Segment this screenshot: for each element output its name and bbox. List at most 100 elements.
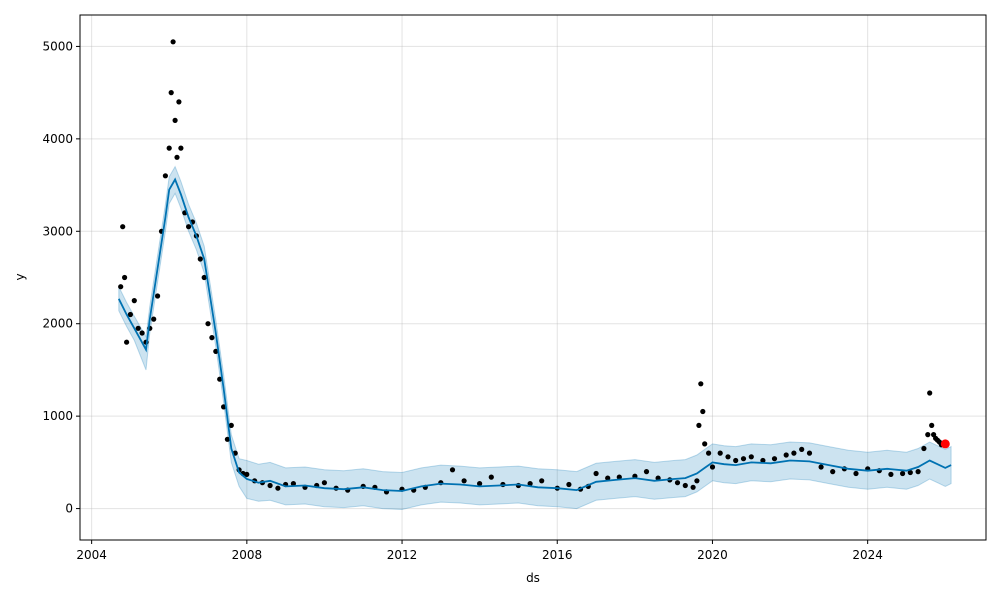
- observed-point-30: [217, 376, 223, 382]
- observed-point-2: [122, 274, 128, 281]
- observed-point-88: [740, 456, 747, 462]
- observed-point-81: [700, 408, 706, 415]
- observed-point-62: [527, 481, 533, 487]
- observed-point-37: [244, 471, 250, 477]
- observed-point-68: [593, 470, 599, 477]
- observed-point-79: [696, 422, 702, 428]
- observed-point-106: [921, 445, 927, 452]
- observed-point-96: [818, 464, 824, 470]
- x-tick-label-4: 2020: [697, 548, 728, 562]
- observed-point-72: [643, 469, 650, 475]
- observed-point-69: [605, 475, 611, 481]
- observed-point-70: [616, 474, 622, 480]
- x-axis-ticks: 2004 2008 2012 2016 2020 2024: [76, 540, 883, 562]
- observed-point-104: [907, 469, 913, 476]
- observed-point-75: [674, 480, 681, 486]
- observed-point-26: [201, 274, 207, 281]
- forecast-series-line: [117, 177, 952, 492]
- observed-point-87: [733, 457, 739, 464]
- observed-point-15: [168, 90, 174, 96]
- observed-point-83: [706, 450, 712, 456]
- observed-point-3: [124, 339, 130, 345]
- observed-point-73: [655, 475, 661, 481]
- y-tick-label-1: 1000: [42, 409, 73, 423]
- observed-point-89: [748, 454, 754, 460]
- observed-point-84: [709, 464, 716, 470]
- observed-point-11: [155, 293, 161, 299]
- observed-point-46: [321, 480, 327, 486]
- y-tick-label-3: 3000: [42, 224, 73, 238]
- y-tick-label-2: 2000: [42, 317, 73, 331]
- observed-point-1: [120, 224, 126, 230]
- observed-point-40: [267, 482, 273, 489]
- forecast-line: [117, 177, 952, 492]
- observed-point-32: [224, 436, 230, 442]
- highlight-points: [940, 439, 950, 449]
- x-axis-label: ds: [526, 571, 540, 585]
- observed-point-33: [228, 422, 234, 428]
- observed-point-25: [197, 256, 203, 262]
- y-tick-label-0: 0: [65, 502, 73, 516]
- x-tick-label-2: 2012: [387, 548, 418, 562]
- observed-point-59: [488, 474, 494, 480]
- observed-point-14: [166, 145, 172, 151]
- grid-lines: [80, 15, 986, 540]
- observed-point-90: [760, 457, 766, 464]
- observed-point-43: [290, 481, 296, 487]
- observed-point-22: [186, 224, 192, 230]
- observed-point-18: [174, 154, 180, 160]
- observed-point-93: [791, 450, 797, 456]
- observed-point-63: [539, 478, 545, 484]
- observed-point-105: [915, 469, 921, 475]
- observed-point-10: [151, 316, 157, 322]
- observed-point-77: [690, 484, 696, 490]
- observed-point-107: [925, 432, 931, 438]
- observed-point-20: [178, 145, 184, 151]
- observed-point-56: [449, 467, 456, 473]
- observed-point-27: [205, 321, 211, 327]
- observed-point-85: [717, 450, 723, 456]
- observed-point-86: [725, 454, 731, 460]
- observed-point-28: [209, 335, 215, 341]
- x-tick-label-5: 2024: [852, 548, 883, 562]
- observed-point-95: [806, 450, 813, 456]
- observed-point-102: [888, 471, 894, 477]
- observed-point-58: [477, 481, 483, 487]
- observed-point-7: [139, 330, 145, 336]
- observed-point-94: [799, 446, 805, 452]
- y-axis-label: y: [13, 273, 27, 280]
- observed-point-92: [783, 452, 789, 458]
- observed-point-5: [131, 298, 137, 304]
- observed-point-76: [682, 482, 688, 489]
- observed-point-97: [830, 469, 836, 475]
- observed-point-19: [176, 99, 182, 105]
- observed-point-16: [170, 39, 176, 45]
- observed-point-78: [694, 478, 700, 484]
- observed-point-57: [461, 478, 467, 484]
- observed-point-0: [118, 284, 124, 290]
- observed-point-13: [162, 173, 168, 179]
- y-tick-label-4: 4000: [42, 132, 73, 146]
- observed-point-6: [135, 325, 141, 331]
- highlight-point-0: [940, 439, 950, 449]
- plot-frame: [79, 14, 987, 541]
- observed-point-29: [213, 348, 219, 354]
- observed-point-109: [929, 422, 935, 428]
- x-tick-label-0: 2004: [76, 548, 107, 562]
- observed-point-80: [698, 381, 704, 387]
- observed-point-91: [771, 456, 778, 462]
- observed-point-4: [127, 311, 133, 318]
- x-tick-label-3: 2016: [542, 548, 573, 562]
- x-tick-label-1: 2008: [232, 548, 263, 562]
- observed-point-108: [927, 390, 933, 396]
- uncertainty-area: [118, 165, 952, 511]
- observed-point-82: [702, 441, 708, 447]
- observed-point-41: [275, 485, 281, 491]
- y-axis-ticks: 0 1000 2000 3000 4000 5000: [42, 39, 80, 516]
- observed-point-103: [900, 470, 906, 477]
- observed-point-65: [566, 481, 572, 488]
- uncertainty-band: [118, 165, 952, 511]
- y-tick-label-5: 5000: [42, 39, 73, 53]
